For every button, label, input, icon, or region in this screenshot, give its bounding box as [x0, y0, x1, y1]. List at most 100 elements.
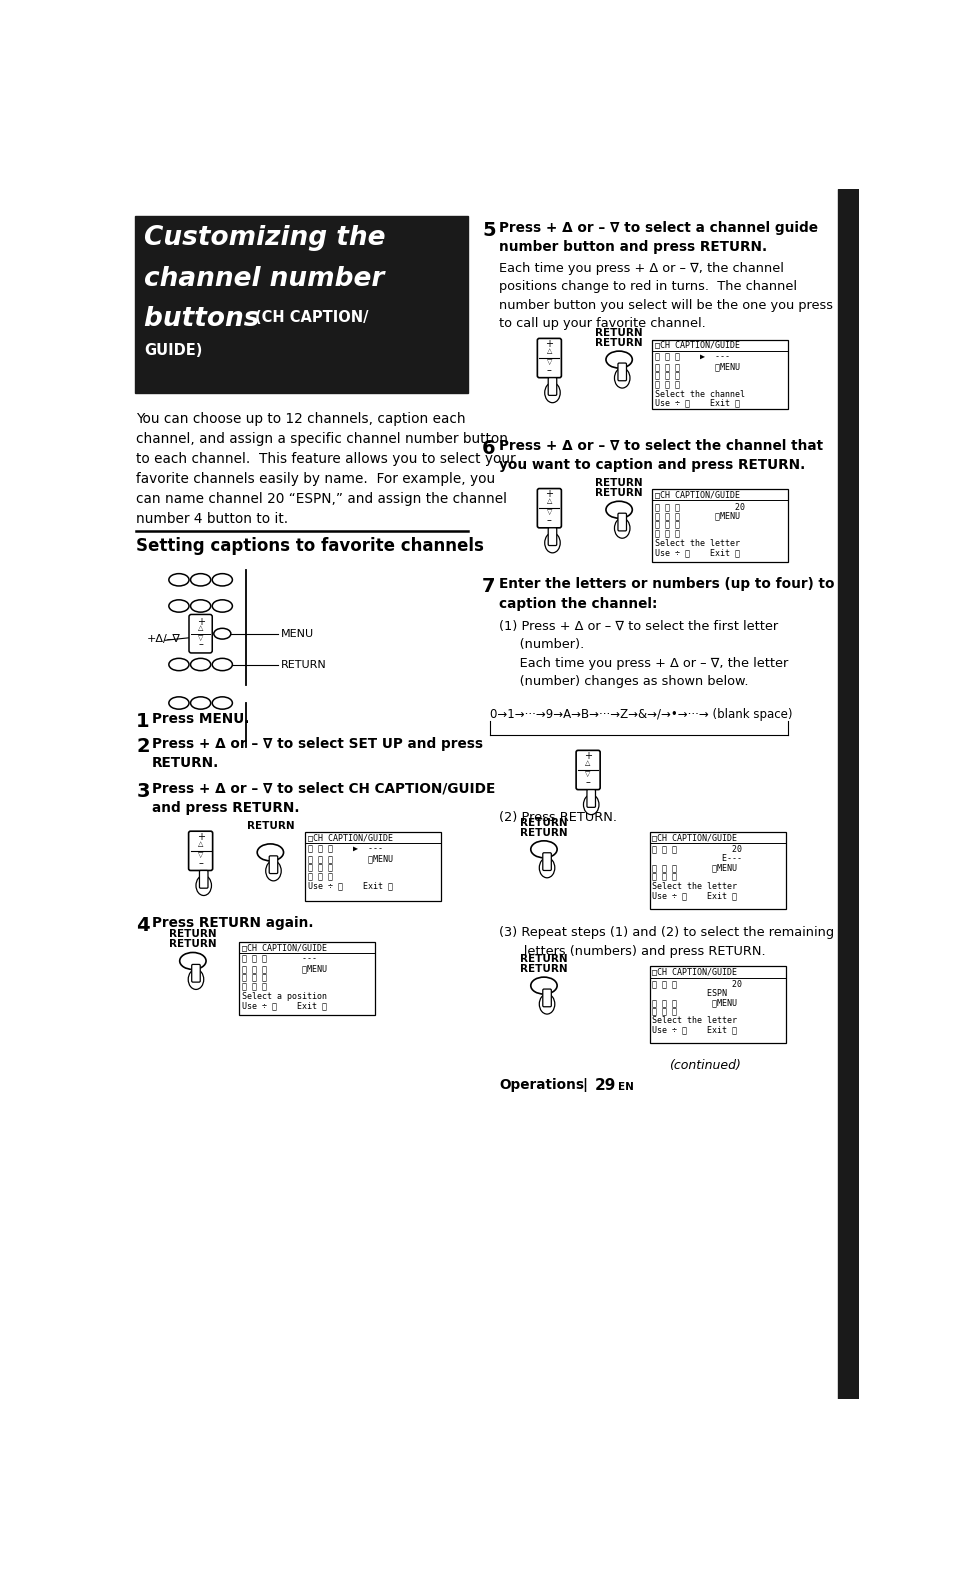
Text: □CH CAPTION/GUIDE: □CH CAPTION/GUIDE: [654, 490, 739, 500]
Bar: [649, 832, 785, 909]
Text: RETURN: RETURN: [280, 660, 326, 670]
Bar: [652, 489, 787, 563]
Text: □CH CAPTION/GUIDE: □CH CAPTION/GUIDE: [652, 833, 737, 843]
Text: RETURN: RETURN: [169, 940, 216, 949]
Text: Customizing the: Customizing the: [144, 225, 385, 252]
Text: RETURN: RETURN: [595, 478, 642, 489]
Text: +: +: [196, 832, 204, 843]
Text: ⑦ ⑨ ⑩: ⑦ ⑨ ⑩: [652, 872, 677, 882]
Bar: [239, 942, 375, 1016]
FancyBboxPatch shape: [542, 989, 551, 1006]
Text: □CH CAPTION/GUIDE: □CH CAPTION/GUIDE: [241, 943, 326, 953]
Text: 3: 3: [136, 781, 150, 800]
Ellipse shape: [212, 601, 233, 612]
Ellipse shape: [169, 696, 189, 709]
Text: –: –: [546, 516, 551, 525]
Text: ① ② ③           20: ① ② ③ 20: [652, 979, 741, 989]
Text: Select the channel: Select the channel: [654, 390, 744, 399]
Text: 4: 4: [136, 916, 150, 935]
Text: ▽: ▽: [546, 358, 552, 365]
Text: Use ÷ ⓮    Exit ⓮: Use ÷ ⓮ Exit ⓮: [654, 549, 739, 556]
Text: Press + Δ or – ∇ to select the channel that
you want to caption and press RETURN: Press + Δ or – ∇ to select the channel t…: [498, 439, 822, 473]
Text: ▽: ▽: [585, 770, 590, 777]
FancyBboxPatch shape: [537, 338, 560, 377]
Ellipse shape: [583, 794, 598, 814]
Ellipse shape: [191, 601, 211, 612]
Text: ① ② ③    ▶  ---: ① ② ③ ▶ ---: [654, 352, 729, 362]
FancyBboxPatch shape: [576, 750, 599, 789]
Text: 0→1→···→9→A→B→···→Z→&→/→•→···→ (blank space): 0→1→···→9→A→B→···→Z→&→/→•→···→ (blank sp…: [489, 709, 791, 722]
Text: (CH CAPTION/: (CH CAPTION/: [254, 310, 368, 324]
Text: Press + Δ or – ∇ to select SET UP and press
RETURN.: Press + Δ or – ∇ to select SET UP and pr…: [152, 737, 482, 770]
Text: |: |: [582, 1078, 587, 1093]
Bar: [838, 189, 858, 1399]
Text: RETURN: RETURN: [169, 929, 216, 940]
FancyBboxPatch shape: [586, 789, 595, 808]
Text: Each time you press + Δ or – ∇, the channel
positions change to red in turns.  T: Each time you press + Δ or – ∇, the chan…: [498, 263, 832, 330]
Text: (1) Press + Δ or – ∇ to select the first letter
     (number).
     Each time yo: (1) Press + Δ or – ∇ to select the first…: [498, 619, 787, 689]
Ellipse shape: [169, 601, 189, 612]
Ellipse shape: [266, 861, 281, 880]
Text: EN: EN: [617, 1082, 633, 1093]
Ellipse shape: [544, 533, 559, 553]
Text: –: –: [198, 858, 203, 868]
Text: 2: 2: [136, 737, 150, 756]
Text: ESPN: ESPN: [652, 989, 727, 998]
Ellipse shape: [169, 574, 189, 586]
Text: □CH CAPTION/GUIDE: □CH CAPTION/GUIDE: [654, 341, 739, 351]
Text: Use ÷ ⓮    Exit ⓮: Use ÷ ⓮ Exit ⓮: [652, 891, 737, 899]
Text: 1: 1: [136, 712, 150, 731]
Text: buttons: buttons: [144, 307, 269, 332]
Text: RETURN: RETURN: [519, 954, 567, 964]
Text: ⓭ ① ⓮: ⓭ ① ⓮: [654, 530, 679, 539]
Text: Operations: Operations: [498, 1078, 583, 1093]
Text: ⑦ ⑨ ⑩: ⑦ ⑨ ⑩: [652, 1008, 677, 1016]
Text: +: +: [583, 751, 592, 761]
Text: ① ② ③           20: ① ② ③ 20: [654, 501, 744, 511]
FancyBboxPatch shape: [189, 615, 212, 652]
Text: You can choose up to 12 channels, caption each
channel, and assign a specific ch: You can choose up to 12 channels, captio…: [136, 412, 516, 527]
Ellipse shape: [538, 858, 555, 877]
Text: Use ÷ ⓮    Exit ⓮: Use ÷ ⓮ Exit ⓮: [654, 399, 739, 407]
Ellipse shape: [169, 659, 189, 671]
Bar: [305, 832, 440, 901]
Bar: [649, 967, 785, 1044]
Text: △: △: [546, 498, 552, 505]
Text: ① ② ③    ▶  ---: ① ② ③ ▶ ---: [307, 844, 382, 854]
Ellipse shape: [530, 978, 557, 994]
Bar: [652, 340, 787, 409]
Text: (continued): (continued): [669, 1058, 740, 1072]
Text: ④ ⑤ ⑥       ⧄MENU: ④ ⑤ ⑥ ⧄MENU: [652, 998, 737, 1008]
FancyBboxPatch shape: [618, 363, 626, 380]
FancyBboxPatch shape: [269, 855, 277, 874]
Text: ▽: ▽: [546, 509, 552, 516]
Text: RETURN: RETURN: [595, 338, 642, 347]
Text: △: △: [585, 759, 590, 766]
Text: △: △: [197, 626, 203, 632]
Text: ⑦ ⑩ ⒪: ⑦ ⑩ ⒪: [241, 973, 267, 982]
Text: Select the letter: Select the letter: [652, 1017, 737, 1025]
Ellipse shape: [212, 696, 233, 709]
Text: –: –: [546, 365, 551, 376]
Text: RETURN: RETURN: [595, 329, 642, 338]
Text: GUIDE): GUIDE): [144, 343, 202, 358]
Text: ⓭ ① ⓮: ⓭ ① ⓮: [241, 982, 267, 992]
Ellipse shape: [212, 574, 233, 586]
Text: ④ ⑤ ⑥       ⧄MENU: ④ ⑤ ⑥ ⧄MENU: [654, 511, 739, 520]
Text: △: △: [197, 841, 203, 847]
Text: ⑦ ⑨ ⑩: ⑦ ⑨ ⑩: [654, 371, 679, 380]
Text: +: +: [545, 489, 553, 500]
Text: Press RETURN again.: Press RETURN again.: [152, 916, 313, 931]
Ellipse shape: [191, 659, 211, 671]
Text: 6: 6: [481, 439, 495, 457]
Text: channel number: channel number: [144, 266, 384, 292]
Text: MENU: MENU: [280, 629, 314, 638]
Ellipse shape: [605, 501, 632, 519]
Text: □CH CAPTION/GUIDE: □CH CAPTION/GUIDE: [307, 833, 393, 843]
Text: RETURN: RETURN: [519, 964, 567, 975]
FancyBboxPatch shape: [618, 512, 626, 531]
Text: △: △: [546, 347, 552, 354]
Text: E---: E---: [652, 854, 741, 863]
FancyBboxPatch shape: [537, 489, 560, 528]
Ellipse shape: [191, 696, 211, 709]
